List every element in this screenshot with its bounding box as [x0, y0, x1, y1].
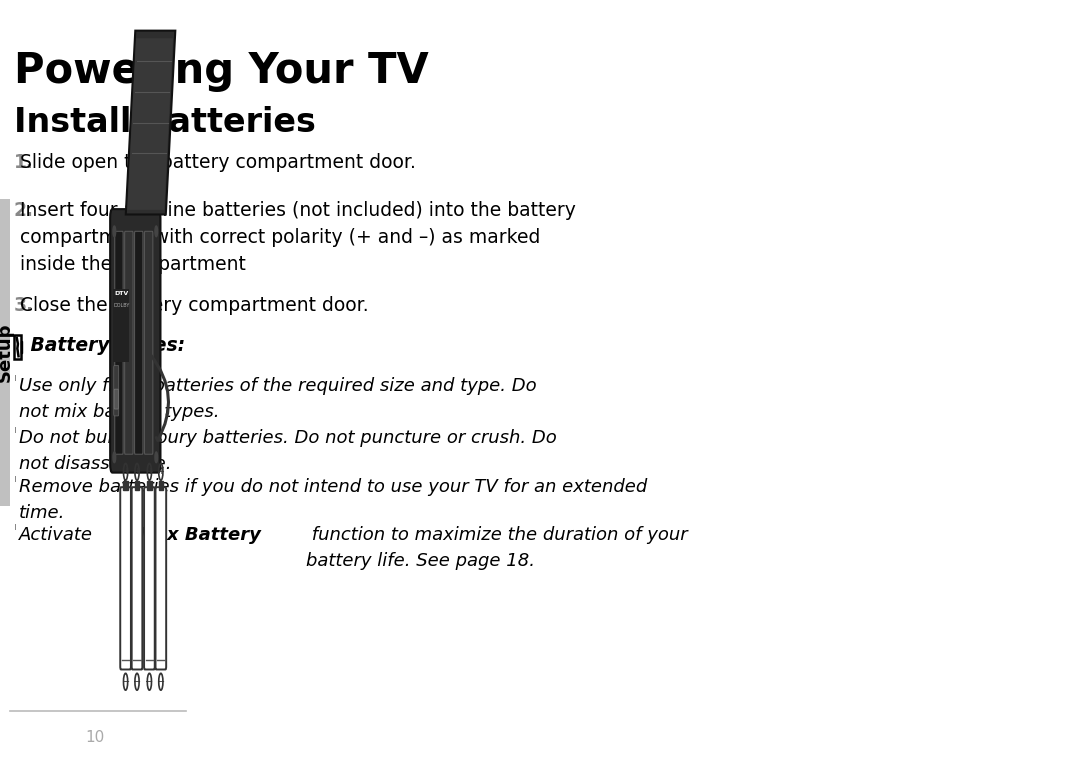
Text: +: +	[146, 467, 153, 476]
Polygon shape	[125, 31, 175, 214]
FancyBboxPatch shape	[113, 365, 119, 416]
Text: Insert four alkaline batteries (not included) into the battery
compartment with : Insert four alkaline batteries (not incl…	[21, 201, 576, 274]
Text: +: +	[122, 467, 129, 476]
FancyBboxPatch shape	[15, 375, 16, 381]
FancyBboxPatch shape	[22, 342, 23, 352]
Circle shape	[154, 226, 158, 237]
FancyBboxPatch shape	[135, 481, 139, 490]
Text: Use only fresh batteries of the required size and type. Do
not mix battery types: Use only fresh batteries of the required…	[19, 377, 537, 421]
Text: −: −	[146, 676, 153, 687]
Circle shape	[113, 452, 116, 463]
Text: Max Battery: Max Battery	[137, 526, 261, 544]
Text: 3.: 3.	[14, 296, 33, 315]
Text: −: −	[157, 676, 165, 687]
FancyBboxPatch shape	[0, 199, 10, 506]
Text: Activate: Activate	[19, 526, 98, 544]
Text: Slide open the battery compartment door.: Slide open the battery compartment door.	[21, 153, 416, 172]
Text: −: −	[122, 676, 130, 687]
FancyBboxPatch shape	[147, 481, 151, 490]
Text: +: +	[158, 467, 164, 476]
FancyBboxPatch shape	[120, 487, 131, 669]
Text: Remove batteries if you do not intend to use your TV for an extended
time.: Remove batteries if you do not intend to…	[19, 478, 647, 522]
Text: Install Batteries: Install Batteries	[14, 106, 315, 139]
FancyBboxPatch shape	[132, 487, 143, 669]
FancyBboxPatch shape	[159, 481, 163, 490]
FancyBboxPatch shape	[124, 231, 133, 454]
FancyBboxPatch shape	[112, 289, 129, 362]
Text: −: −	[133, 676, 141, 687]
FancyBboxPatch shape	[114, 231, 123, 454]
Text: Battery Notes:: Battery Notes:	[25, 336, 186, 355]
Text: +: +	[134, 467, 140, 476]
Text: function to maximize the duration of your
battery life. See page 18.: function to maximize the duration of you…	[307, 526, 688, 570]
FancyBboxPatch shape	[15, 524, 16, 530]
FancyBboxPatch shape	[135, 231, 143, 454]
FancyBboxPatch shape	[144, 487, 154, 669]
Text: DTV: DTV	[114, 291, 129, 296]
Circle shape	[113, 226, 116, 237]
FancyBboxPatch shape	[15, 476, 16, 482]
Text: 10: 10	[85, 729, 105, 745]
FancyBboxPatch shape	[145, 231, 153, 454]
Text: Close the battery compartment door.: Close the battery compartment door.	[21, 296, 368, 315]
Text: Do not burn or bury batteries. Do not puncture or crush. Do
not disassemble.: Do not burn or bury batteries. Do not pu…	[19, 429, 557, 473]
FancyBboxPatch shape	[123, 481, 127, 490]
Text: 2.: 2.	[14, 201, 33, 220]
Circle shape	[154, 452, 158, 463]
FancyBboxPatch shape	[14, 335, 22, 359]
FancyBboxPatch shape	[114, 389, 119, 409]
FancyBboxPatch shape	[110, 209, 161, 473]
Text: Setup: Setup	[0, 322, 14, 382]
Text: 1.: 1.	[14, 153, 33, 172]
FancyBboxPatch shape	[15, 427, 16, 433]
Text: Powering Your TV: Powering Your TV	[14, 50, 429, 92]
Polygon shape	[127, 38, 173, 210]
Text: DOLBY: DOLBY	[113, 303, 130, 309]
FancyBboxPatch shape	[156, 487, 166, 669]
